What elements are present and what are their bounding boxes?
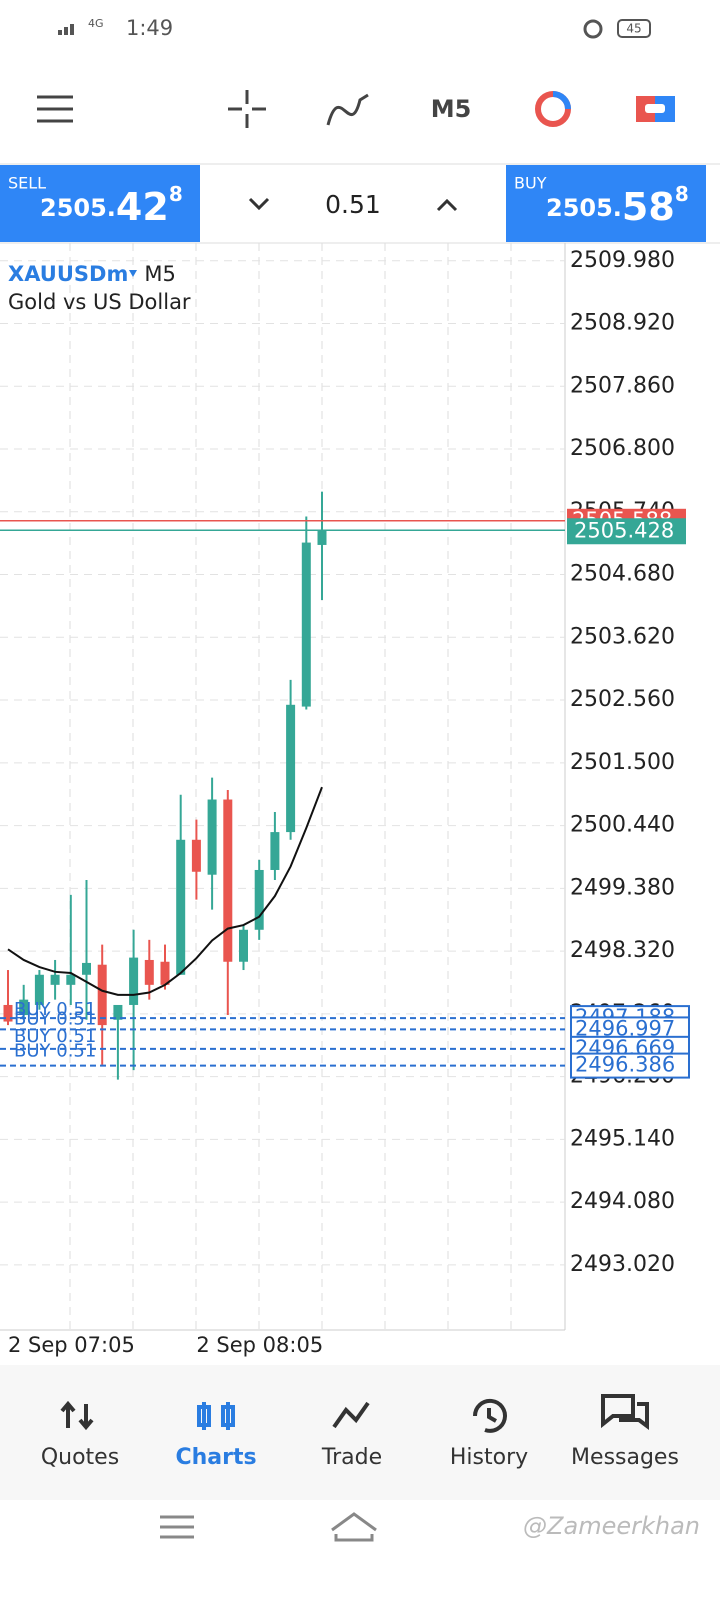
y-tick-label: 2498.320 [570, 938, 675, 963]
sell-price: 2505.428 [40, 182, 183, 229]
buy-price: 2505.588 [546, 182, 689, 229]
volume-up[interactable] [436, 198, 458, 212]
y-tick-label: 2499.380 [570, 875, 675, 900]
nav-icon [332, 1401, 370, 1429]
clock: 1:49 [126, 16, 173, 40]
candle-body [317, 530, 327, 545]
candle-body [129, 957, 139, 1005]
y-tick-label: 2504.680 [570, 562, 675, 587]
y-tick-label: 2508.920 [570, 311, 675, 336]
sell-button[interactable] [0, 165, 200, 242]
nav-icon [60, 1400, 94, 1431]
indicators-button[interactable] [326, 93, 369, 126]
nav-label[interactable]: Quotes [41, 1445, 119, 1470]
order-price: 2496.386 [575, 1053, 675, 1077]
candle-body [254, 869, 264, 930]
nav-label[interactable]: Charts [175, 1445, 256, 1470]
candle-body [160, 961, 170, 985]
order-label: BUY 0.51 [14, 1008, 96, 1029]
candle-body [286, 704, 296, 833]
nav-icon [197, 1402, 235, 1430]
candle-body [239, 929, 248, 962]
buy-button[interactable] [506, 165, 706, 242]
y-tick-label: 2506.800 [570, 436, 675, 461]
y-tick-label: 2502.560 [570, 687, 675, 712]
candle-body [34, 974, 44, 1005]
nav-icon [472, 1398, 507, 1433]
objects-button[interactable] [535, 91, 571, 127]
y-tick-label: 2500.440 [570, 813, 675, 838]
order-label: BUY 0.51 [14, 999, 96, 1020]
candle-body [223, 799, 233, 962]
timeframe-button[interactable]: M5 [431, 95, 472, 123]
y-tick-label: 2501.500 [570, 750, 675, 775]
price-big: 42 [116, 185, 169, 229]
price-sup: 8 [675, 182, 689, 206]
candle-body [97, 964, 107, 1026]
price-big: 58 [622, 185, 675, 229]
bottom-nav: Quotes Charts Trade History Messages [41, 1394, 679, 1470]
candle-body [82, 962, 91, 975]
price-sup: 8 [169, 182, 183, 206]
candle-body [176, 839, 186, 975]
nav-icon [601, 1394, 649, 1430]
symbol-dropdown[interactable] [129, 270, 137, 277]
nav-label[interactable]: Trade [321, 1445, 382, 1470]
crosshair-button[interactable] [228, 90, 266, 128]
order-label: BUY 0.51 [14, 1041, 96, 1062]
symbol: XAUUSDm [8, 262, 128, 286]
chart: 2509.9802508.9202507.8602506.8002505.740… [0, 243, 690, 1357]
sell-label: SELL [8, 174, 46, 193]
buy-label: BUY [514, 174, 547, 193]
symbol-description: Gold vs US Dollar [8, 290, 191, 314]
candle-body [19, 999, 29, 1016]
trade-panel: SELL 2505.428 0.51 BUY 2505.588 [0, 165, 706, 242]
nav-label[interactable]: Messages [571, 1445, 679, 1470]
bid-price: 2505.428 [574, 518, 674, 542]
volume[interactable]: 0.51 [325, 190, 381, 219]
y-tick-label: 2495.140 [570, 1126, 675, 1151]
x-tick-label: 2 Sep 07:05 [8, 1333, 135, 1357]
price-main: 2505. [40, 194, 116, 222]
timeframe: M5 [144, 262, 175, 286]
watermark: @Zameerkhan [523, 1512, 700, 1540]
system-nav [160, 1512, 377, 1542]
candle-body [270, 832, 280, 870]
symbol-header: XAUUSDm M5 [8, 262, 176, 286]
order-price-box [570, 1052, 690, 1079]
svg-text:4G: 4G [88, 17, 104, 30]
nav-label[interactable]: History [450, 1445, 528, 1470]
trade-button[interactable] [636, 96, 675, 122]
x-tick-label: 2 Sep 08:05 [196, 1333, 323, 1357]
candle-body [66, 974, 76, 985]
candle-body [207, 799, 217, 875]
status-bar: 4G 1:49 45 [58, 16, 651, 40]
y-tick-label: 2507.860 [570, 373, 675, 398]
toolbar: M5 [37, 90, 675, 128]
order-label: BUY 0.51 [14, 1026, 96, 1047]
y-tick-label: 2503.620 [570, 624, 675, 649]
moving-average [7, 786, 323, 996]
menu-button[interactable] [37, 95, 73, 123]
battery: 45 [626, 22, 641, 36]
price-main: 2505. [546, 194, 622, 222]
volume-down[interactable] [248, 197, 270, 211]
bid-box [567, 518, 686, 545]
y-tick-label: 2509.980 [570, 248, 675, 273]
candle-body [191, 839, 201, 872]
nav-bar [0, 1365, 720, 1500]
candle-body [113, 1004, 123, 1020]
candle-body [301, 542, 311, 707]
candle-body [144, 959, 154, 985]
y-tick-label: 2494.080 [570, 1189, 675, 1214]
candle-body [50, 974, 60, 985]
y-tick-label: 2493.020 [570, 1252, 675, 1277]
candle-body [3, 1004, 13, 1022]
